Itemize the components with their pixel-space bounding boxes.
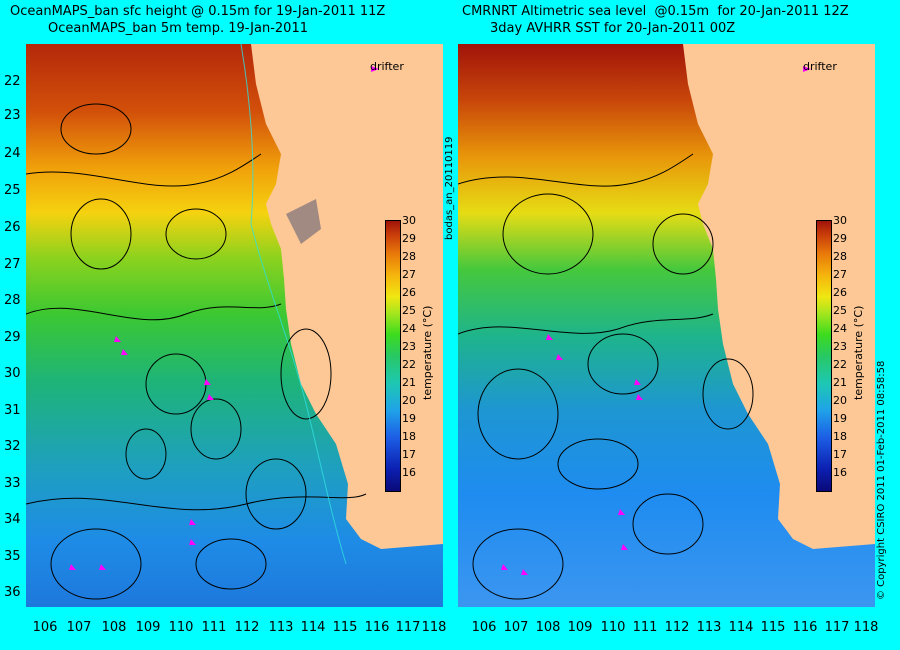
lon-label: 111 [632,620,658,635]
colorbar-label: temperature (°C) [421,305,434,400]
lon-label: 108 [535,620,561,635]
right-title-line1: CMRNRT Altimetric sea level @0.15m for 2… [462,4,849,19]
lat-label: 23 [4,108,21,123]
colorbar-tick: 20 [402,394,416,407]
lat-label: 36 [4,585,21,600]
colorbar-tick: 25 [402,304,416,317]
land-shade [286,199,321,244]
drifter-label-right: drifter [803,60,837,73]
lon-label: 108 [101,620,127,635]
colorbar-tick: 24 [833,322,847,335]
lat-label: 28 [4,293,21,308]
lon-label: 114 [300,620,326,635]
lat-label: 35 [4,549,21,564]
colorbar-tick: 16 [402,466,416,479]
colorbar-tick: 25 [833,304,847,317]
colorbar-tick: 19 [402,412,416,425]
lon-label: 113 [696,620,722,635]
right-map-svg [458,44,875,607]
lon-label: 111 [201,620,227,635]
colorbar-tick: 30 [833,214,847,227]
drifter-tracks [501,66,811,575]
lat-label: 34 [4,512,21,527]
colorbar-tick: 19 [833,412,847,425]
lon-label: 110 [600,620,626,635]
drifter-label-left: drifter [370,60,404,73]
ssh-contours [458,153,754,600]
lat-label: 32 [4,439,21,454]
lon-label: 114 [728,620,754,635]
lat-label: 26 [4,220,21,235]
lat-label: 33 [4,476,21,491]
colorbar-tick: 17 [833,448,847,461]
colorbar-tick: 21 [402,376,416,389]
isobath [240,44,347,565]
colorbar-tick: 21 [833,376,847,389]
lat-label: 31 [4,403,21,418]
colorbar-tick: 22 [402,358,416,371]
colorbar-gradient [385,220,401,492]
colorbar-tick: 27 [402,268,416,281]
colorbar-tick: 29 [402,232,416,245]
right-map-panel [458,44,875,607]
colorbar-tick: 20 [833,394,847,407]
lon-label: 115 [332,620,358,635]
lon-label: 118 [853,620,879,635]
lon-label: 107 [503,620,529,635]
lat-label: 30 [4,366,21,381]
lon-label: 112 [234,620,260,635]
lon-label: 106 [32,620,58,635]
lon-label: 116 [364,620,390,635]
lon-label: 107 [66,620,92,635]
lon-label: 110 [168,620,194,635]
colorbar-tick: 28 [833,250,847,263]
colorbar-tick: 27 [833,268,847,281]
colorbar-tick: 26 [402,286,416,299]
right-title-line2: 3day AVHRR SST for 20-Jan-2011 00Z [490,21,736,36]
lon-label: 109 [135,620,161,635]
lon-label: 118 [421,620,447,635]
colorbar-tick: 16 [833,466,847,479]
lon-label: 112 [664,620,690,635]
lat-label: 24 [4,146,21,161]
colorbar-label: temperature (°C) [852,305,865,400]
colorbar-tick: 18 [402,430,416,443]
left-title-line1: OceanMAPS_ban sfc height @ 0.15m for 19-… [10,4,386,19]
lon-label: 116 [792,620,818,635]
colorbar-tick: 29 [833,232,847,245]
colorbar-tick: 30 [402,214,416,227]
lat-label: 29 [4,330,21,345]
lon-label: 106 [471,620,497,635]
lon-label: 117 [824,620,850,635]
colorbar-tick: 28 [402,250,416,263]
colorbar-tick: 26 [833,286,847,299]
lon-label: 115 [760,620,786,635]
lon-label: 117 [395,620,421,635]
lat-label: 25 [4,183,21,198]
colorbar-tick: 17 [402,448,416,461]
left-title-line2: OceanMAPS_ban 5m temp. 19-Jan-2011 [48,21,308,36]
colorbar-tick: 23 [833,340,847,353]
lon-label: 109 [567,620,593,635]
lat-label: 27 [4,257,21,272]
left-map-panel [26,44,443,607]
colorbar-tick: 18 [833,430,847,443]
colorbar-tick: 23 [402,340,416,353]
lon-label: 113 [268,620,294,635]
left-map-svg [26,44,443,607]
colorbar-tick: 24 [402,322,416,335]
colorbar-gradient [816,220,832,492]
colorbar-tick: 22 [833,358,847,371]
drifter-tracks [69,66,379,570]
run-id-text: bodas_an_20110119 [444,136,455,240]
lat-label: 22 [4,74,21,89]
copyright-text: © Copyright CSIRO 2011 01-Feb-2011 08:58… [876,360,887,600]
